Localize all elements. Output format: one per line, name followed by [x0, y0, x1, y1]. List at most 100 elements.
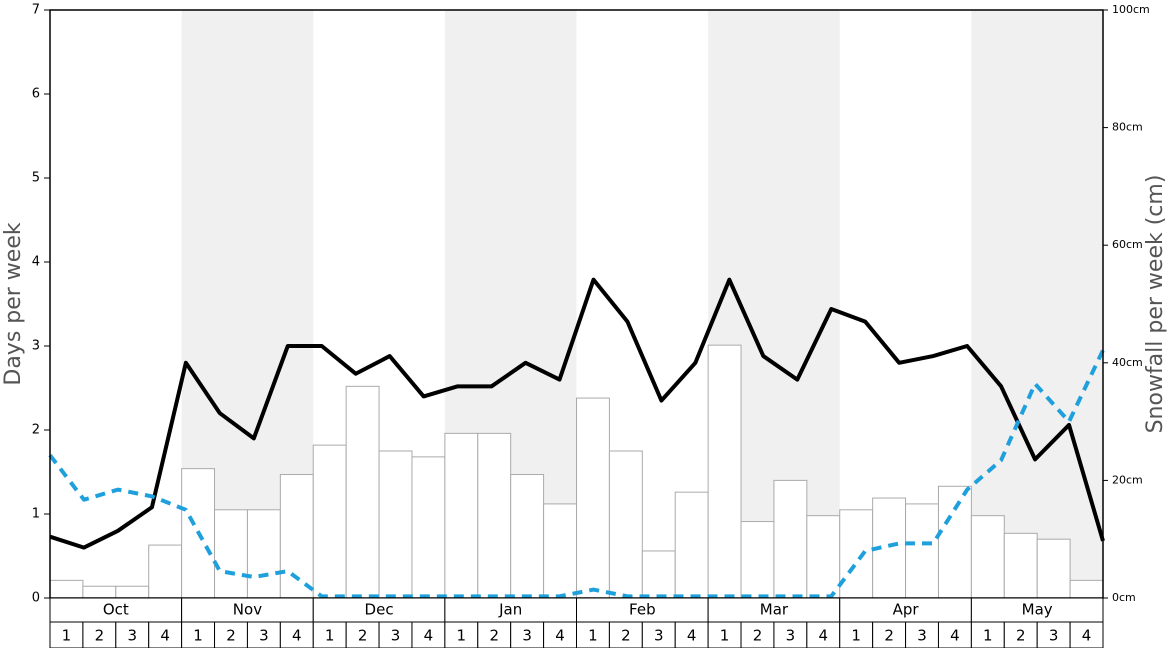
week-cell	[608, 621, 643, 648]
week-cell	[576, 621, 610, 648]
bar	[839, 509, 874, 599]
bar	[148, 544, 183, 599]
line-series	[48, 349, 1105, 599]
bar	[82, 585, 117, 599]
x-tick-label: 3	[522, 627, 532, 645]
x-tick-label: 4	[687, 627, 697, 645]
x-tick-label: 3	[127, 627, 137, 645]
bar	[345, 385, 380, 599]
x-tick-label: 2	[226, 627, 236, 645]
x-tick-label: 4	[1082, 627, 1092, 645]
bar	[411, 456, 446, 599]
month-label: Nov	[233, 601, 262, 619]
y-tick-label: 2	[32, 423, 40, 438]
x-tick-label: 3	[786, 627, 796, 645]
week-cell	[279, 621, 314, 648]
y-tick-label: 1	[32, 507, 40, 522]
bar	[49, 579, 84, 599]
bar	[444, 432, 479, 599]
bar	[312, 444, 347, 599]
y-tick-label: 6	[32, 87, 40, 102]
x-tick-label: 4	[819, 627, 829, 645]
bar	[477, 432, 512, 599]
bar	[1003, 532, 1038, 599]
x-tick-label: 4	[292, 627, 302, 645]
bar	[576, 397, 610, 599]
x-tick-label: 4	[555, 627, 565, 645]
bar	[806, 515, 841, 599]
x-tick-label: 1	[588, 627, 598, 645]
month-shade	[971, 10, 1103, 598]
x-tick-label: 2	[884, 627, 894, 645]
x-tick-label: 1	[193, 627, 203, 645]
x-tick-label: 2	[489, 627, 499, 645]
bar	[214, 509, 248, 599]
week-cell	[148, 621, 183, 648]
month-label: Oct	[103, 601, 129, 619]
week-cell	[674, 621, 709, 648]
week-cell	[510, 621, 545, 648]
week-cell	[378, 621, 413, 648]
bar	[937, 485, 972, 599]
bar	[674, 491, 709, 599]
week-cell	[905, 621, 939, 648]
x-tick-label: 3	[917, 627, 927, 645]
y2-tick-label: 20cm	[1112, 473, 1143, 486]
y2-tick-label: 60cm	[1112, 238, 1143, 251]
bar	[378, 450, 413, 599]
month-label: Apr	[893, 601, 920, 619]
x-tick-label: 3	[259, 627, 269, 645]
x-tick-label: 4	[160, 627, 170, 645]
y-tick-label: 3	[32, 339, 40, 354]
y2-tick-label: 100cm	[1112, 3, 1150, 16]
x-tick-label: 2	[621, 627, 631, 645]
x-tick-label: 1	[983, 627, 993, 645]
x-tick-label: 2	[358, 627, 368, 645]
y-tick-label: 7	[32, 3, 40, 18]
bar	[905, 503, 939, 599]
x-tick-label: 4	[424, 627, 434, 645]
month-label: Feb	[629, 601, 656, 619]
y-tick-label: 0	[32, 591, 40, 606]
x-tick-label: 2	[1016, 627, 1026, 645]
month-label: Mar	[760, 601, 789, 619]
bar	[1036, 538, 1071, 599]
bar	[707, 344, 742, 599]
x-tick-label: 1	[720, 627, 730, 645]
x-tick-label: 2	[95, 627, 105, 645]
week-cell	[1003, 621, 1038, 648]
x-tick-label: 3	[654, 627, 664, 645]
bar	[246, 509, 281, 599]
week-cell	[1069, 621, 1104, 648]
week-cell	[806, 621, 841, 648]
week-cell	[839, 621, 874, 648]
x-tick-label: 3	[1049, 627, 1059, 645]
week-cell	[82, 621, 117, 648]
month-cell	[970, 597, 1104, 623]
x-tick-label: 2	[753, 627, 763, 645]
y2-tick-label: 40cm	[1112, 356, 1143, 369]
week-cell	[214, 621, 248, 648]
month-cell	[49, 597, 183, 623]
bar	[510, 474, 545, 599]
y-tick-label: 4	[32, 255, 40, 270]
bar	[970, 515, 1005, 599]
week-cell	[444, 621, 479, 648]
x-tick-label: 4	[950, 627, 960, 645]
month-label: Jan	[498, 601, 522, 619]
month-cell	[707, 597, 841, 623]
bar	[641, 550, 676, 599]
month-label: May	[1022, 601, 1053, 619]
y-tick-label: 5	[32, 171, 40, 186]
week-cell	[115, 621, 150, 648]
line-series	[49, 277, 1105, 550]
bar	[1069, 579, 1104, 599]
x-tick-label: 1	[325, 627, 335, 645]
x-tick-label: 1	[851, 627, 861, 645]
y2-axis-title: Snowfall per week (cm)	[1143, 175, 1168, 434]
bar	[740, 521, 775, 599]
bar	[773, 479, 808, 599]
y2-tick-label: 80cm	[1112, 121, 1143, 134]
